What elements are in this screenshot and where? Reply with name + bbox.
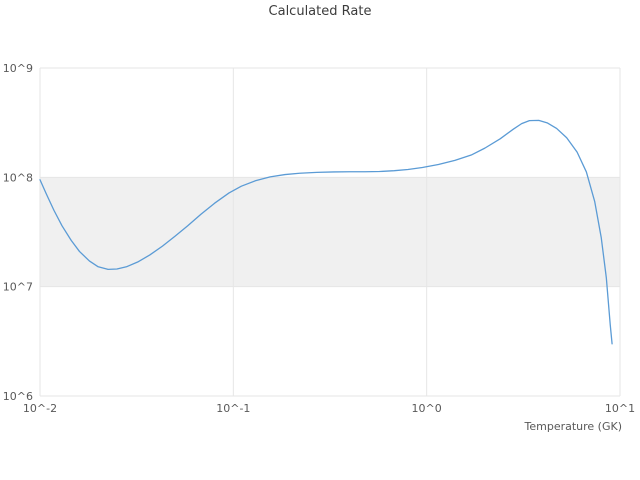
y-tick-label: 10^6 <box>3 390 33 403</box>
y-tick-label: 10^7 <box>3 281 33 294</box>
x-tick-label: 10^1 <box>605 402 635 415</box>
highlight-band <box>40 177 620 287</box>
x-axis-label: Temperature (GK) <box>524 420 623 433</box>
y-tick-label: 10^9 <box>3 62 33 75</box>
series-line <box>39 119 613 345</box>
chart-title: Calculated Rate <box>268 4 372 19</box>
y-tick-label: 10^8 <box>3 171 33 184</box>
x-tick-label: 10^0 <box>412 402 442 415</box>
x-tick-label: 10^-1 <box>216 402 250 415</box>
x-tick-label: 10^-2 <box>23 402 57 415</box>
